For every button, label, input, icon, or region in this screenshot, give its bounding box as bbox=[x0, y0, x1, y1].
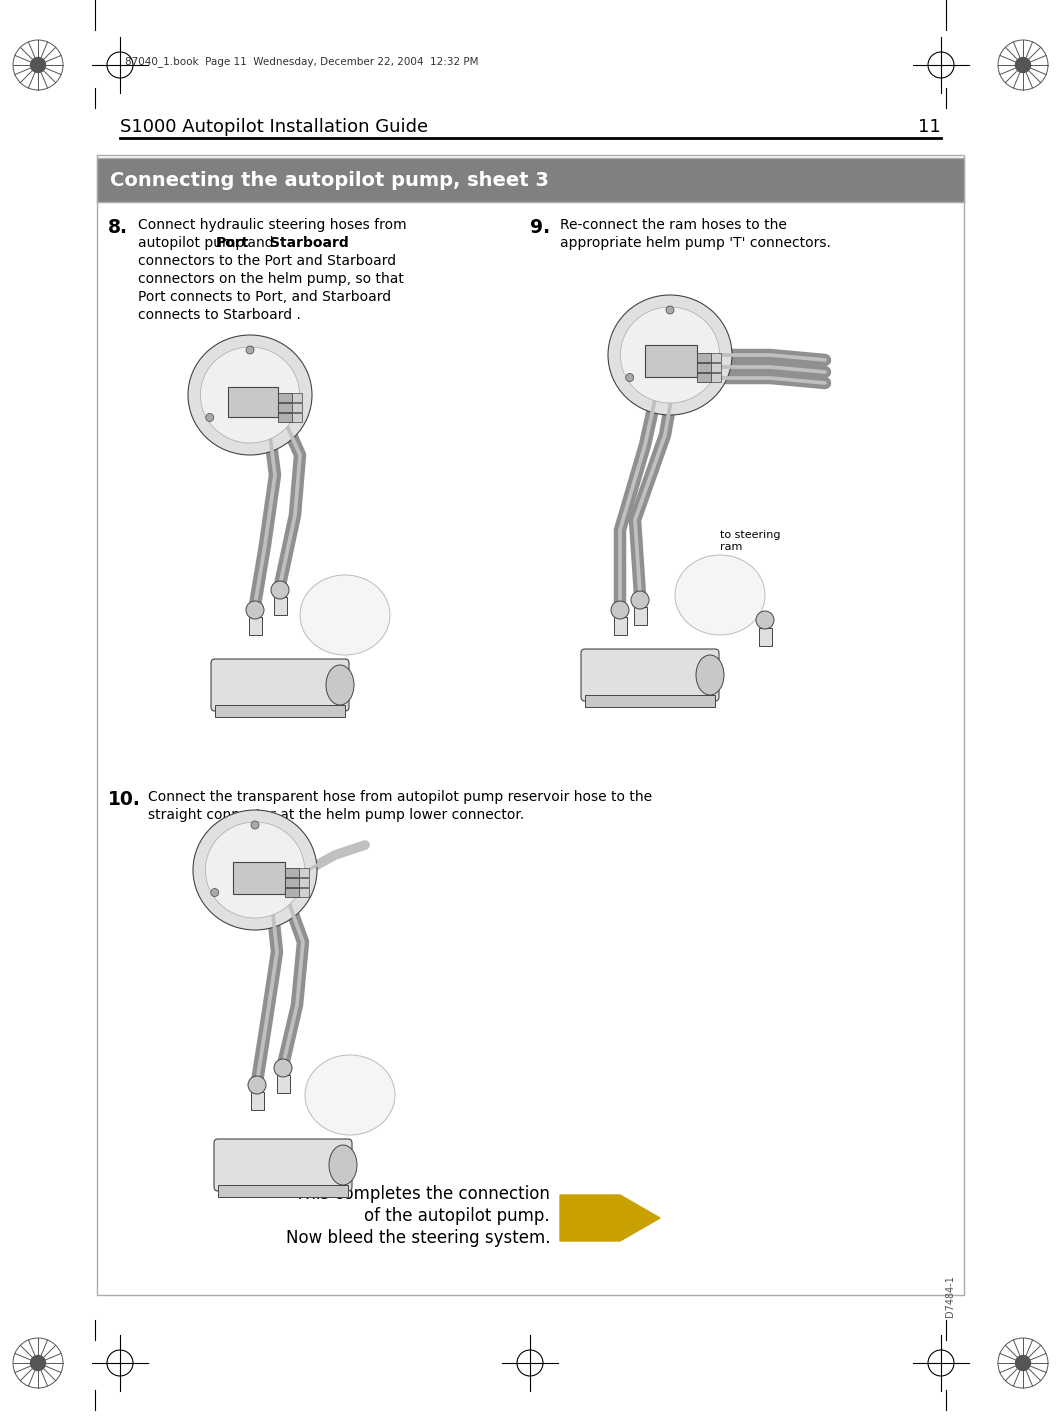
Text: to steering
ram: to steering ram bbox=[720, 530, 781, 551]
Bar bbox=[585, 695, 715, 707]
Bar bbox=[697, 373, 711, 383]
Bar bbox=[292, 413, 302, 423]
Circle shape bbox=[631, 591, 649, 608]
Bar bbox=[299, 888, 309, 897]
Bar bbox=[277, 1075, 290, 1092]
Circle shape bbox=[211, 888, 219, 897]
Circle shape bbox=[626, 374, 633, 381]
Bar bbox=[274, 597, 286, 615]
Bar bbox=[711, 373, 721, 383]
Text: Re-connect the ram hoses to the: Re-connect the ram hoses to the bbox=[560, 218, 787, 231]
Ellipse shape bbox=[206, 823, 305, 918]
Circle shape bbox=[1015, 57, 1030, 73]
Circle shape bbox=[666, 306, 674, 314]
Circle shape bbox=[206, 414, 213, 421]
Text: connectors on the helm pump, so that: connectors on the helm pump, so that bbox=[138, 271, 404, 286]
Bar bbox=[97, 159, 964, 201]
Circle shape bbox=[246, 601, 264, 618]
Ellipse shape bbox=[696, 655, 724, 695]
FancyBboxPatch shape bbox=[214, 1140, 352, 1191]
Bar bbox=[215, 705, 345, 717]
Bar bbox=[97, 159, 964, 201]
Ellipse shape bbox=[201, 347, 299, 443]
Ellipse shape bbox=[329, 1145, 356, 1185]
Text: 87040_1.book  Page 11  Wednesday, December 22, 2004  12:32 PM: 87040_1.book Page 11 Wednesday, December… bbox=[125, 57, 479, 67]
Bar bbox=[228, 387, 278, 417]
Bar bbox=[285, 868, 299, 877]
Bar bbox=[285, 878, 299, 887]
Bar bbox=[759, 628, 772, 645]
Bar bbox=[292, 403, 302, 413]
Ellipse shape bbox=[621, 307, 719, 403]
Text: S1000 Autopilot Installation Guide: S1000 Autopilot Installation Guide bbox=[120, 119, 429, 136]
Ellipse shape bbox=[188, 336, 312, 456]
Text: straight connector at the helm pump lower connector.: straight connector at the helm pump lowe… bbox=[147, 808, 524, 823]
Circle shape bbox=[292, 888, 299, 897]
Ellipse shape bbox=[300, 575, 390, 655]
Bar bbox=[251, 1092, 264, 1110]
Text: Connect the transparent hose from autopilot pump reservoir hose to the: Connect the transparent hose from autopi… bbox=[147, 790, 653, 804]
FancyBboxPatch shape bbox=[581, 648, 719, 701]
Text: 10.: 10. bbox=[108, 790, 141, 810]
FancyBboxPatch shape bbox=[211, 658, 349, 711]
Bar bbox=[97, 156, 964, 1295]
Circle shape bbox=[611, 601, 629, 618]
Text: appropriate helm pump 'T' connectors.: appropriate helm pump 'T' connectors. bbox=[560, 236, 831, 250]
Polygon shape bbox=[560, 1195, 660, 1241]
Text: Now bleed the steering system.: Now bleed the steering system. bbox=[285, 1230, 550, 1247]
Text: Connecting the autopilot pump, sheet 3: Connecting the autopilot pump, sheet 3 bbox=[110, 170, 549, 190]
Bar bbox=[645, 346, 697, 377]
Bar bbox=[299, 868, 309, 877]
Text: Port connects to Port, and Starboard: Port connects to Port, and Starboard bbox=[138, 290, 392, 304]
Circle shape bbox=[1015, 1355, 1030, 1371]
Bar bbox=[249, 617, 262, 635]
Circle shape bbox=[248, 1077, 266, 1094]
Text: connects to Starboard .: connects to Starboard . bbox=[138, 308, 301, 321]
Circle shape bbox=[246, 346, 254, 354]
Circle shape bbox=[274, 1060, 292, 1077]
Text: connectors to the Port and Starboard: connectors to the Port and Starboard bbox=[138, 254, 396, 268]
Text: 8.: 8. bbox=[108, 218, 128, 237]
Circle shape bbox=[251, 821, 259, 830]
Bar bbox=[634, 607, 647, 625]
Text: D7484-1: D7484-1 bbox=[945, 1275, 955, 1317]
Ellipse shape bbox=[305, 1055, 395, 1135]
Bar bbox=[218, 1185, 348, 1197]
Circle shape bbox=[31, 57, 46, 73]
Bar bbox=[697, 353, 711, 363]
Text: of the autopilot pump.: of the autopilot pump. bbox=[364, 1207, 550, 1225]
Ellipse shape bbox=[326, 665, 354, 705]
Ellipse shape bbox=[675, 555, 765, 635]
Bar bbox=[711, 363, 721, 373]
Bar bbox=[278, 413, 292, 423]
Text: Port: Port bbox=[216, 236, 249, 250]
Text: Connect hydraulic steering hoses from: Connect hydraulic steering hoses from bbox=[138, 218, 406, 231]
Text: 11: 11 bbox=[918, 119, 941, 136]
Bar bbox=[711, 353, 721, 363]
Ellipse shape bbox=[193, 810, 317, 930]
Bar bbox=[299, 878, 309, 887]
Bar bbox=[285, 888, 299, 897]
Circle shape bbox=[271, 581, 289, 598]
Text: Starboard: Starboard bbox=[269, 236, 349, 250]
Circle shape bbox=[707, 374, 714, 381]
Bar bbox=[614, 617, 627, 635]
Text: and: and bbox=[243, 236, 278, 250]
Bar bbox=[278, 393, 292, 403]
Bar bbox=[278, 403, 292, 413]
Bar bbox=[697, 363, 711, 373]
Circle shape bbox=[286, 414, 294, 421]
Text: 9.: 9. bbox=[530, 218, 550, 237]
Text: This completes the connection: This completes the connection bbox=[295, 1185, 550, 1202]
Ellipse shape bbox=[608, 296, 732, 416]
Circle shape bbox=[31, 1355, 46, 1371]
Text: autopilot pump: autopilot pump bbox=[138, 236, 248, 250]
Circle shape bbox=[756, 611, 775, 628]
Bar bbox=[292, 393, 302, 403]
Bar bbox=[233, 863, 285, 894]
